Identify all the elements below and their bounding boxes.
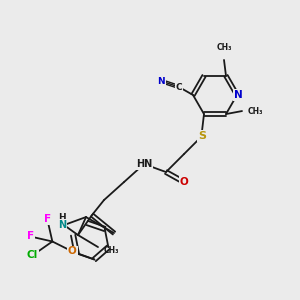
Text: F: F <box>27 232 34 242</box>
Text: CH₃: CH₃ <box>216 43 232 52</box>
Text: S: S <box>198 131 206 141</box>
Text: H: H <box>58 213 66 222</box>
Text: CH₃: CH₃ <box>248 106 263 116</box>
Text: HN: HN <box>136 159 152 169</box>
Text: O: O <box>180 177 188 187</box>
Text: O: O <box>68 247 77 256</box>
Text: N: N <box>234 90 242 100</box>
Text: C: C <box>176 82 182 91</box>
Text: N: N <box>58 220 66 230</box>
Text: N: N <box>157 76 165 85</box>
Text: F: F <box>44 214 51 224</box>
Text: Cl: Cl <box>27 250 38 260</box>
Text: CH₃: CH₃ <box>104 246 119 255</box>
